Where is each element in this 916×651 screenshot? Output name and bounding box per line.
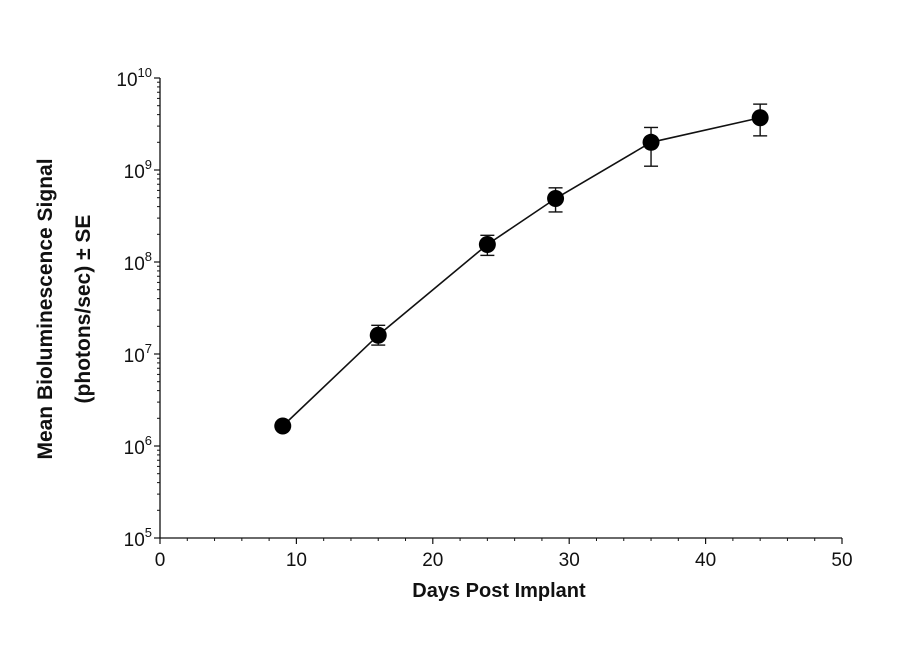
y-tick-label: 106 — [124, 433, 152, 459]
y-axis-title-line1: Mean Bioluminescence Signal — [34, 158, 57, 459]
data-point — [547, 190, 565, 208]
y-tick-label: 105 — [124, 525, 152, 551]
data-point — [369, 326, 387, 344]
series-line — [282, 116, 761, 427]
y-tick-label: 109 — [124, 157, 152, 183]
x-tick-label: 30 — [559, 550, 580, 571]
x-tick-label: 40 — [695, 550, 716, 571]
y-tick-label: 108 — [124, 249, 152, 275]
y-ticks: 105 106 107 108 109 1010 — [116, 65, 160, 551]
x-tick-label: 10 — [286, 550, 307, 571]
data-point — [642, 133, 660, 151]
y-tick-label: 1010 — [116, 65, 152, 91]
x-tick-label: 50 — [831, 550, 852, 571]
x-ticks: 0 10 20 30 40 50 — [155, 538, 853, 571]
axes — [159, 78, 842, 539]
data-point — [478, 235, 496, 253]
x-tick-label: 20 — [422, 550, 443, 571]
x-tick-label: 0 — [155, 550, 166, 571]
x-axis-title: Days Post Implant — [412, 580, 586, 602]
data-point — [751, 109, 769, 127]
y-tick-label: 107 — [124, 341, 152, 367]
y-axis-title-line2: (photons/sec) ± SE — [72, 215, 95, 404]
plot-area — [274, 103, 769, 435]
data-point — [274, 417, 292, 435]
